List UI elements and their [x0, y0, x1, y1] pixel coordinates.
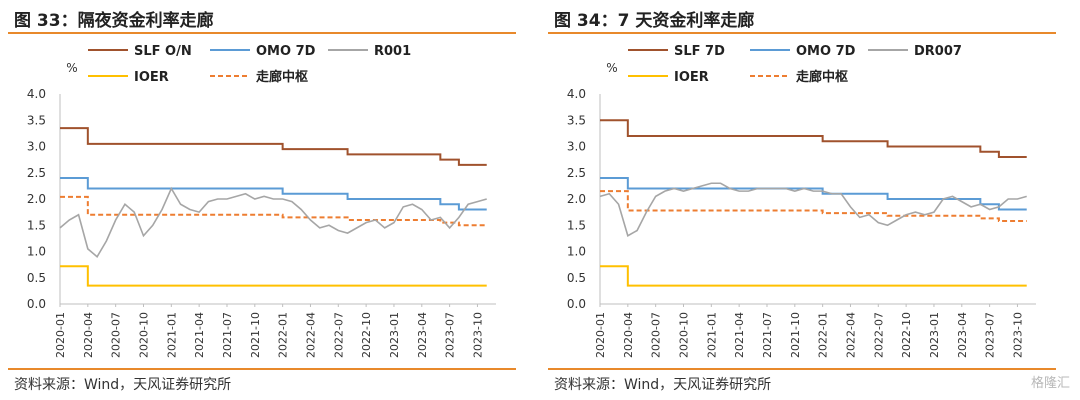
x-tick-label: 2022-01 [277, 312, 290, 358]
x-tick-label: 2020-04 [82, 312, 95, 358]
title-rule [8, 32, 516, 34]
x-tick-label: 2020-04 [622, 312, 635, 358]
y-tick-label: 0.5 [27, 271, 46, 285]
x-tick-label: 2021-10 [789, 312, 802, 358]
x-tick-label: 2021-01 [705, 312, 718, 358]
x-tick-label: 2021-07 [221, 312, 234, 358]
legend-label: SLF O/N [134, 44, 192, 59]
legend-label: OMO 7D [796, 44, 856, 59]
x-tick-label: 2022-01 [817, 312, 830, 358]
chart-panel-right: 图 34：7 天资金利率走廊 0.0 0.5 1.0 1.5 2.0 2.5 3.0 3.5 4… [540, 0, 1080, 400]
x-tick-label: 2023-10 [1011, 312, 1024, 358]
series-line-ioer [600, 265, 1027, 287]
chart-title: 图 34：7 天资金利率走廊 [554, 11, 755, 31]
y-tick-label: 3.5 [567, 113, 586, 127]
series-line-slf [60, 127, 487, 166]
x-tick-label: 2022-04 [304, 312, 317, 358]
y-tick-label: 4.0 [27, 87, 46, 101]
chart-panel-left: 图 33：隔夜资金利率走廊 0.0 0.5 1.0 1.5 2.0 2.5 3.0 3.5 4.… [8, 11, 516, 393]
x-tick-label: 2022-10 [900, 312, 913, 358]
y-tick-label: 2.5 [27, 166, 46, 180]
x-tick-label: 2023-04 [416, 312, 429, 358]
x-tick-label: 2021-07 [761, 312, 774, 358]
y-axis-label: % [66, 61, 77, 75]
y-tick-label: 1.5 [27, 218, 46, 232]
y-tick-label: 3.0 [27, 140, 46, 154]
series-line-slf [600, 119, 1027, 158]
x-tick-label: 2021-10 [249, 312, 262, 358]
legend-label: 走廊中枢 [796, 69, 848, 85]
x-tick-label: 2022-10 [360, 312, 373, 358]
x-tick-label: 2020-07 [110, 312, 123, 358]
x-tick-label: 2023-01 [388, 312, 401, 358]
legend-label: R001 [374, 44, 411, 59]
y-tick-label: 0.0 [567, 297, 586, 311]
x-tick-label: 2023-07 [444, 312, 457, 358]
watermark: 格隆汇 [1030, 376, 1070, 391]
series-line-r [599, 182, 1027, 237]
x-tick-label: 2020-10 [677, 312, 690, 358]
series-line-corridor [60, 195, 487, 227]
legend-label: DR007 [914, 44, 962, 59]
source-rule [8, 368, 516, 370]
chart-svg: 0.0 0.5 1.0 1.5 2.0 2.5 3.0 3.5 4.0% 2020-01 2020-… [27, 44, 496, 358]
y-tick-label: 3.5 [27, 113, 46, 127]
x-tick-label: 2022-07 [332, 312, 345, 358]
legend-label: IOER [134, 70, 169, 85]
x-tick-label: 2023-04 [956, 312, 969, 358]
chart-title: 图 33：隔夜资金利率走廊 [14, 11, 214, 31]
x-tick-label: 2023-01 [928, 312, 941, 358]
legend-label: SLF 7D [674, 44, 725, 59]
y-tick-label: 0.0 [27, 297, 46, 311]
y-tick-label: 2.5 [567, 166, 586, 180]
series-line-omo [600, 177, 1027, 211]
y-tick-label: 2.0 [27, 192, 46, 206]
y-axis-label: % [606, 61, 617, 75]
legend-label: IOER [674, 70, 709, 85]
x-tick-label: 2020-07 [650, 312, 663, 358]
source-note: 资料来源：Wind，天风证券研究所 [554, 377, 772, 393]
x-tick-label: 2022-07 [872, 312, 885, 358]
y-tick-label: 3.0 [567, 140, 586, 154]
x-tick-label: 2023-10 [471, 312, 484, 358]
x-tick-label: 2021-04 [733, 312, 746, 358]
chart-svg: 0.0 0.5 1.0 1.5 2.0 2.5 3.0 3.5 4.0% 2020-01 2020-… [567, 44, 1036, 358]
legend-label: OMO 7D [256, 44, 316, 59]
y-tick-label: 0.5 [567, 271, 586, 285]
x-tick-label: 2020-01 [54, 312, 67, 358]
y-tick-label: 1.0 [567, 245, 586, 259]
series-line-r [59, 186, 487, 258]
x-tick-label: 2021-04 [193, 312, 206, 358]
source-rule [548, 368, 1056, 370]
title-rule [548, 32, 1056, 34]
y-tick-label: 1.0 [27, 245, 46, 259]
series-line-ioer [60, 265, 487, 287]
series-line-omo [60, 177, 487, 211]
y-tick-label: 2.0 [567, 192, 586, 206]
y-tick-label: 1.5 [567, 218, 586, 232]
x-tick-label: 2022-04 [844, 312, 857, 358]
y-tick-label: 4.0 [567, 87, 586, 101]
x-tick-label: 2023-07 [984, 312, 997, 358]
x-tick-label: 2020-10 [137, 312, 150, 358]
series-line-corridor [600, 190, 1027, 223]
x-tick-label: 2020-01 [594, 312, 607, 358]
source-note: 资料来源：Wind，天风证券研究所 [14, 377, 232, 393]
legend-label: 走廊中枢 [256, 69, 308, 85]
x-tick-label: 2021-01 [165, 312, 178, 358]
